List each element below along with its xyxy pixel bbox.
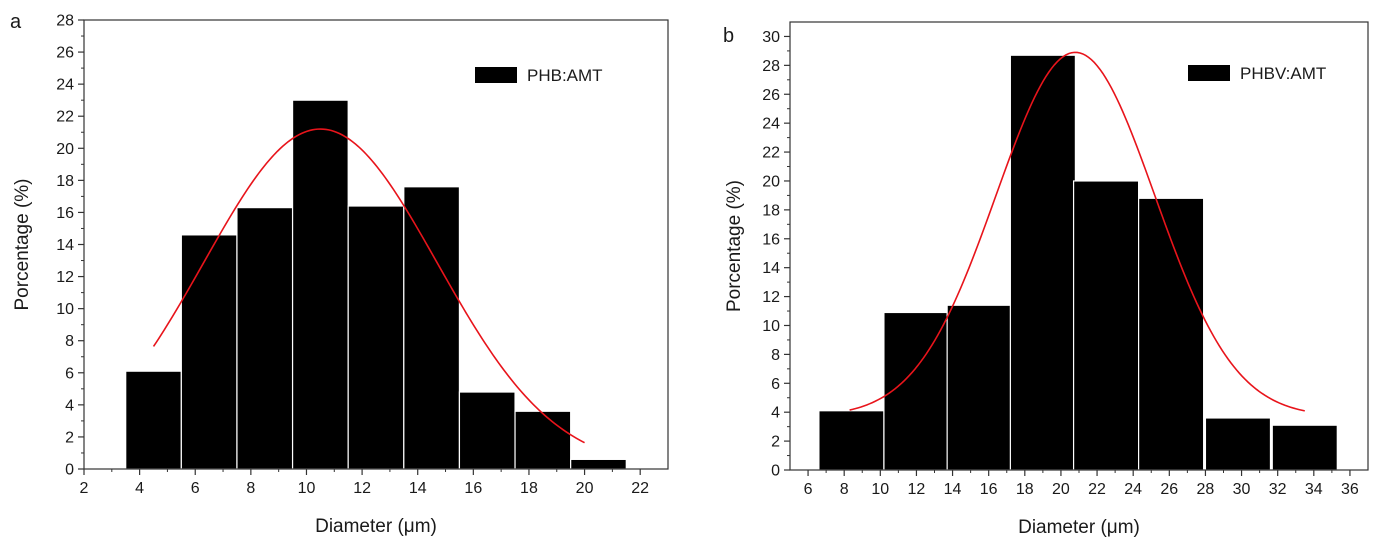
- y-tick-label: 18: [56, 173, 74, 190]
- x-tick-label: 30: [1233, 481, 1251, 498]
- x-tick-label: 34: [1305, 481, 1323, 498]
- y-tick-label: 12: [56, 269, 74, 286]
- y-tick-label: 16: [56, 205, 74, 222]
- histogram-bar: [946, 304, 1013, 471]
- panel-a: a 2 4 6 8 10 12 14 16 18 20 22 0246810121416182022…: [10, 11, 669, 537]
- y-tick-label: 2: [65, 429, 74, 446]
- panel-a-legend-label: PHB:AMT: [527, 66, 603, 85]
- y-tick-label: 24: [56, 77, 74, 94]
- x-tick-label: 36: [1341, 481, 1359, 498]
- y-tick-label: 4: [65, 397, 74, 414]
- panel-a-x-axis-title: Diameter (μm): [315, 516, 437, 537]
- x-tick-label: 8: [246, 480, 255, 497]
- histogram-bar: [125, 370, 182, 470]
- x-tick-label: 16: [980, 481, 998, 498]
- y-tick-label: 24: [762, 116, 780, 133]
- y-tick-label: 28: [56, 13, 74, 30]
- panel-b-legend-swatch: [1188, 65, 1230, 81]
- y-tick-label: 22: [762, 145, 780, 162]
- y-tick-label: 30: [762, 29, 780, 46]
- panel-a-x-ticks: 2 4 6 8 10 12 14 16 18 20 22: [80, 469, 649, 497]
- x-tick-label: 28: [1197, 481, 1215, 498]
- panel-b-x-axis-title: Diameter (μm): [1018, 517, 1140, 538]
- y-tick-label: 16: [762, 231, 780, 248]
- y-tick-label: 6: [771, 376, 780, 393]
- y-tick-label: 8: [65, 333, 74, 350]
- x-tick-label: 32: [1269, 481, 1287, 498]
- y-tick-label: 20: [762, 173, 780, 190]
- x-tick-label: 14: [944, 481, 962, 498]
- panel-b-fit-curve: [849, 51, 1305, 412]
- x-tick-label: 12: [908, 481, 926, 498]
- x-tick-label: 24: [1124, 481, 1142, 498]
- y-tick-label: 12: [762, 289, 780, 306]
- panel-b-y-axis-title: Porcentage (%): [724, 180, 745, 312]
- histogram-bar: [1271, 424, 1338, 471]
- x-tick-label: 10: [298, 480, 316, 497]
- y-tick-label: 14: [56, 237, 74, 254]
- y-tick-label: 14: [762, 260, 780, 277]
- x-tick-label: 8: [840, 481, 849, 498]
- y-tick-label: 26: [56, 45, 74, 62]
- x-tick-label: 16: [464, 480, 482, 497]
- histogram-bar: [403, 186, 461, 470]
- histogram-bar: [1204, 417, 1272, 471]
- x-tick-label: 18: [520, 480, 538, 497]
- histogram-bar: [236, 207, 294, 470]
- x-tick-label: 2: [80, 480, 89, 497]
- histogram-bar: [883, 311, 950, 471]
- panel-a-fit-curve: [152, 128, 585, 444]
- y-tick-label: 0: [65, 462, 74, 479]
- panel-b-x-ticks: 6 8 10 12 14 16 18 20 22 24 26 28 30 32 34 36: [804, 470, 1359, 498]
- x-tick-label: 22: [631, 480, 649, 497]
- x-tick-label: 10: [871, 481, 889, 498]
- panel-a-y-axis-title: Porcentage (%): [12, 178, 33, 310]
- x-tick-label: 22: [1088, 481, 1106, 498]
- y-tick-label: 2: [771, 434, 780, 451]
- x-tick-label: 12: [353, 480, 371, 497]
- histogram-bar: [1072, 180, 1140, 471]
- x-tick-label: 20: [1052, 481, 1070, 498]
- histogram-bar: [291, 99, 349, 470]
- histogram-bar: [180, 234, 238, 470]
- histogram-bar: [347, 205, 405, 470]
- histogram-bar: [458, 391, 516, 470]
- panel-b-letter: b: [723, 25, 734, 47]
- histogram-bar: [818, 410, 885, 471]
- y-tick-label: 26: [762, 87, 780, 104]
- panel-a-letter: a: [10, 11, 22, 33]
- histogram-bar: [514, 410, 572, 470]
- panel-b-bars: [818, 54, 1338, 471]
- x-tick-label: 6: [191, 480, 200, 497]
- y-tick-label: 10: [56, 301, 74, 318]
- panel-b: b 6 8 10 12 14 16 18 20 22 24 26 28 30 32 34 36 0246810…: [723, 21, 1369, 538]
- x-tick-label: 20: [576, 480, 594, 497]
- y-tick-label: 6: [65, 365, 74, 382]
- y-tick-label: 4: [771, 405, 780, 422]
- x-tick-label: 14: [409, 480, 427, 497]
- y-tick-label: 18: [762, 202, 780, 219]
- panel-a-legend-swatch: [475, 67, 517, 83]
- y-tick-label: 20: [56, 141, 74, 158]
- y-tick-label: 28: [762, 58, 780, 75]
- panel-b-legend-label: PHBV:AMT: [1240, 64, 1326, 83]
- y-tick-label: 8: [771, 347, 780, 364]
- histogram-bar: [570, 458, 627, 470]
- x-tick-label: 26: [1160, 481, 1178, 498]
- x-tick-label: 4: [135, 480, 144, 497]
- x-tick-label: 6: [804, 481, 813, 498]
- histogram-bar: [1009, 54, 1076, 471]
- y-tick-label: 10: [762, 318, 780, 335]
- y-tick-label: 22: [56, 109, 74, 126]
- x-tick-label: 18: [1016, 481, 1034, 498]
- y-tick-label: 0: [771, 463, 780, 480]
- histogram-bar: [1138, 197, 1205, 471]
- panel-a-bars: [125, 99, 627, 470]
